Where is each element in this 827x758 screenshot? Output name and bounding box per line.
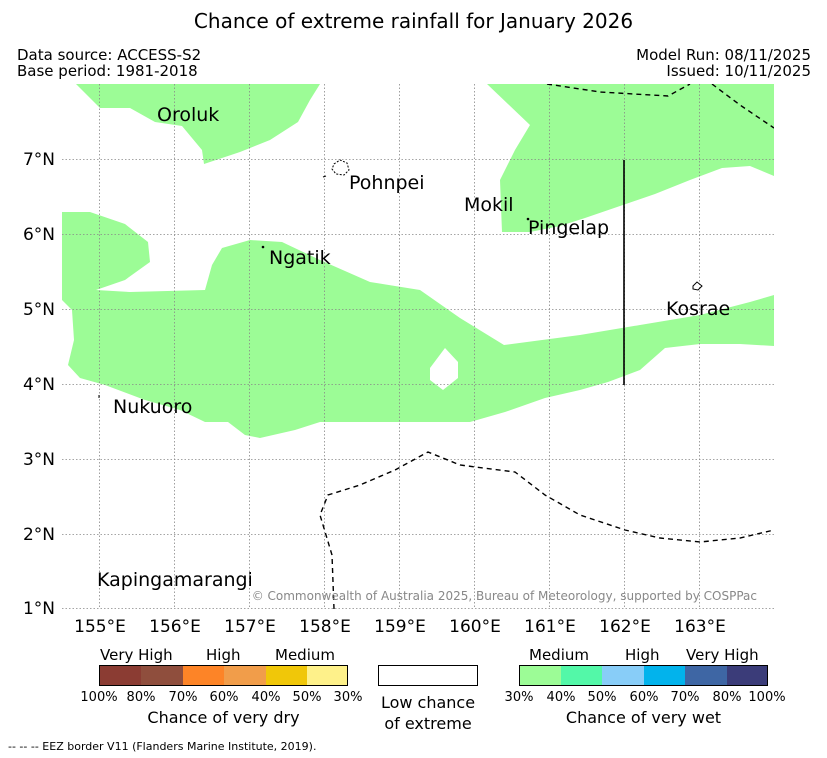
lat-tick-label: 1°N (22, 599, 55, 619)
lat-tick-label: 7°N (22, 150, 55, 170)
lat-tick-label: 3°N (22, 450, 55, 470)
wet-probability-area (62, 84, 774, 438)
dry-tick: 30% (333, 690, 363, 705)
place-label-mokil: Mokil (464, 194, 514, 216)
wet-swatch-30-40 (519, 665, 561, 686)
wet-category-medium: Medium (529, 646, 589, 664)
place-label-nukuoro: Nukuoro (113, 396, 193, 418)
place-label-kapingamarangi: Kapingamarangi (97, 569, 253, 591)
lon-tick-label: 155°E (74, 617, 126, 637)
dry-category-medium: Medium (275, 646, 335, 664)
wet-region-northeast (487, 84, 774, 232)
dry-tick: 100% (80, 690, 118, 705)
dry-tick: 60% (209, 690, 239, 705)
lon-tick-label: 159°E (374, 617, 426, 637)
lon-tick-label: 158°E (299, 617, 351, 637)
kosrae-island (692, 281, 703, 291)
dry-swatch-30-40 (307, 665, 348, 686)
dry-colorbar-frame (99, 665, 348, 686)
pohnpei-island (331, 159, 350, 176)
pohnpei-islet (322, 175, 327, 178)
ngatik-atoll (261, 245, 265, 249)
wet-swatch-80-100 (727, 665, 768, 686)
wet-region-north (76, 84, 320, 164)
lon-tick-label: 156°E (149, 617, 201, 637)
map-title: Chance of extreme rainfall for January 2… (193, 9, 634, 33)
copyright-notice: © Commonwealth of Australia 2025, Bureau… (251, 589, 757, 603)
lon-tick-label: 160°E (449, 617, 501, 637)
data-source: Data source: ACCESS-S2 (17, 46, 202, 64)
issued-date: Issued: 10/11/2025 (666, 62, 811, 80)
graticule (62, 84, 774, 609)
lat-tick-label: 6°N (22, 225, 55, 245)
place-label-oroluk: Oroluk (157, 104, 220, 126)
place-label-pohnpei: Pohnpei (349, 172, 425, 194)
wet-swatch-60-70 (644, 665, 685, 686)
low-chance-swatch (378, 665, 478, 686)
dry-tick: 40% (251, 690, 281, 705)
wet-swatch-70-80 (685, 665, 727, 686)
lon-tick-label: 157°E (224, 617, 276, 637)
dry-swatch-40-50 (266, 665, 307, 686)
island-outlines (98, 159, 703, 398)
dry-category-high: High (206, 646, 241, 664)
wet-colorbar-caption: Chance of very wet (565, 708, 722, 727)
lat-tick-label: 4°N (22, 375, 55, 395)
pingelap-atoll (526, 217, 530, 221)
wet-tick: 40% (546, 690, 576, 705)
dry-swatch-50-60 (224, 665, 266, 686)
wet-tick: 80% (712, 690, 742, 705)
lat-tick-label: 5°N (22, 300, 55, 320)
eez-border-lines (319, 84, 774, 609)
model-run: Model Run: 08/11/2025 (636, 46, 811, 64)
dry-tick: 80% (126, 690, 156, 705)
wet-tick: 50% (587, 690, 617, 705)
base-period: Base period: 1981-2018 (17, 62, 198, 80)
wet-tick: 100% (748, 690, 786, 705)
dry-category-very-high: Very High (100, 646, 173, 664)
place-label-ngatik: Ngatik (269, 247, 331, 269)
dry-colorbar-caption: Chance of very dry (147, 708, 300, 727)
lon-tick-label: 161°E (524, 617, 576, 637)
place-label-kosrae: Kosrae (666, 298, 731, 320)
wet-swatch-50-60 (602, 665, 644, 686)
wet-colorbar-frame (519, 665, 768, 686)
wet-category-very-high: Very High (686, 646, 759, 664)
eez-footnote: -- -- -- EEZ border V11 (Flanders Marine… (8, 740, 317, 753)
low-chance-caption-line2: of extreme (384, 714, 472, 733)
wet-category-high: High (625, 646, 660, 664)
wet-swatch-40-50 (561, 665, 602, 686)
wet-tick: 70% (670, 690, 700, 705)
lon-tick-label: 163°E (674, 617, 726, 637)
wet-tick: 30% (504, 690, 534, 705)
lat-tick-label: 2°N (22, 525, 55, 545)
dry-tick: 50% (292, 690, 322, 705)
dry-swatch-60-70 (183, 665, 224, 686)
lon-tick-label: 162°E (599, 617, 651, 637)
dry-swatch-70-80 (141, 665, 183, 686)
dry-tick: 70% (168, 690, 198, 705)
wet-region-central (62, 212, 774, 438)
dry-swatch-80-100 (99, 665, 141, 686)
place-label-pingelap: Pingelap (528, 217, 610, 239)
low-chance-caption-line1: Low chance (380, 693, 476, 712)
wet-tick: 60% (629, 690, 659, 705)
